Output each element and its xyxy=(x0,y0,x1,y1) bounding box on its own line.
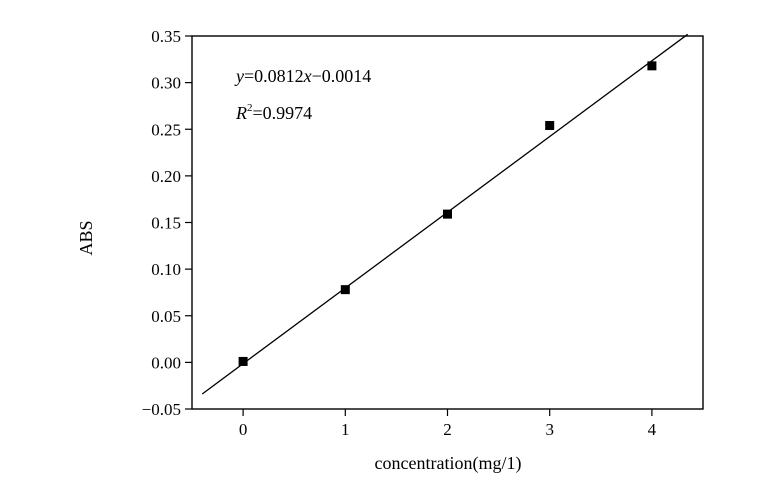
y-tick-label: 0.30 xyxy=(151,74,181,93)
y-axis-ticks: −0.05 0.00 0.05 0.10 0.15 0.20 0.25 0.30 0.35 xyxy=(142,27,192,419)
data-point xyxy=(443,209,452,219)
data-point xyxy=(238,356,248,366)
r-squared-exponent: 2 xyxy=(247,102,253,114)
r-squared-value: =0.9974 xyxy=(253,103,313,123)
x-tick-label: 1 xyxy=(341,420,350,439)
r-squared-annotation: R2=0.9974 xyxy=(235,102,312,123)
y-tick-label: 0.20 xyxy=(151,167,181,186)
y-axis-title: ABS xyxy=(76,220,96,255)
x-tick-label: 4 xyxy=(648,420,657,439)
y-tick-label: 0.15 xyxy=(151,214,181,233)
y-tick-label: 0.25 xyxy=(151,120,181,139)
y-tick-label: 0.00 xyxy=(151,353,181,372)
equation-intercept: −0.0014 xyxy=(312,66,372,86)
y-tick-label: −0.05 xyxy=(142,400,181,419)
equation-y-var: y xyxy=(234,66,244,86)
x-tick-label: 0 xyxy=(239,420,248,439)
y-tick-label: 0.35 xyxy=(151,27,181,46)
data-point xyxy=(340,285,350,295)
equation-coefficient: =0.0812 xyxy=(244,66,304,86)
plot-frame xyxy=(191,35,704,410)
x-axis-title: concentration(mg/1) xyxy=(375,453,522,474)
data-point xyxy=(647,61,657,71)
x-tick-label: 2 xyxy=(443,420,452,439)
y-tick-label: 0.10 xyxy=(151,260,181,279)
data-point xyxy=(545,121,555,131)
y-tick-label: 0.05 xyxy=(151,307,181,326)
equation-annotation: y=0.0812x−0.0014 xyxy=(234,66,371,86)
data-points xyxy=(238,61,657,366)
x-axis-ticks: 0 1 2 3 4 xyxy=(239,409,657,439)
equation-x-var: x xyxy=(303,66,312,86)
x-tick-label: 3 xyxy=(545,420,554,439)
r-squared-var: R xyxy=(235,103,247,123)
